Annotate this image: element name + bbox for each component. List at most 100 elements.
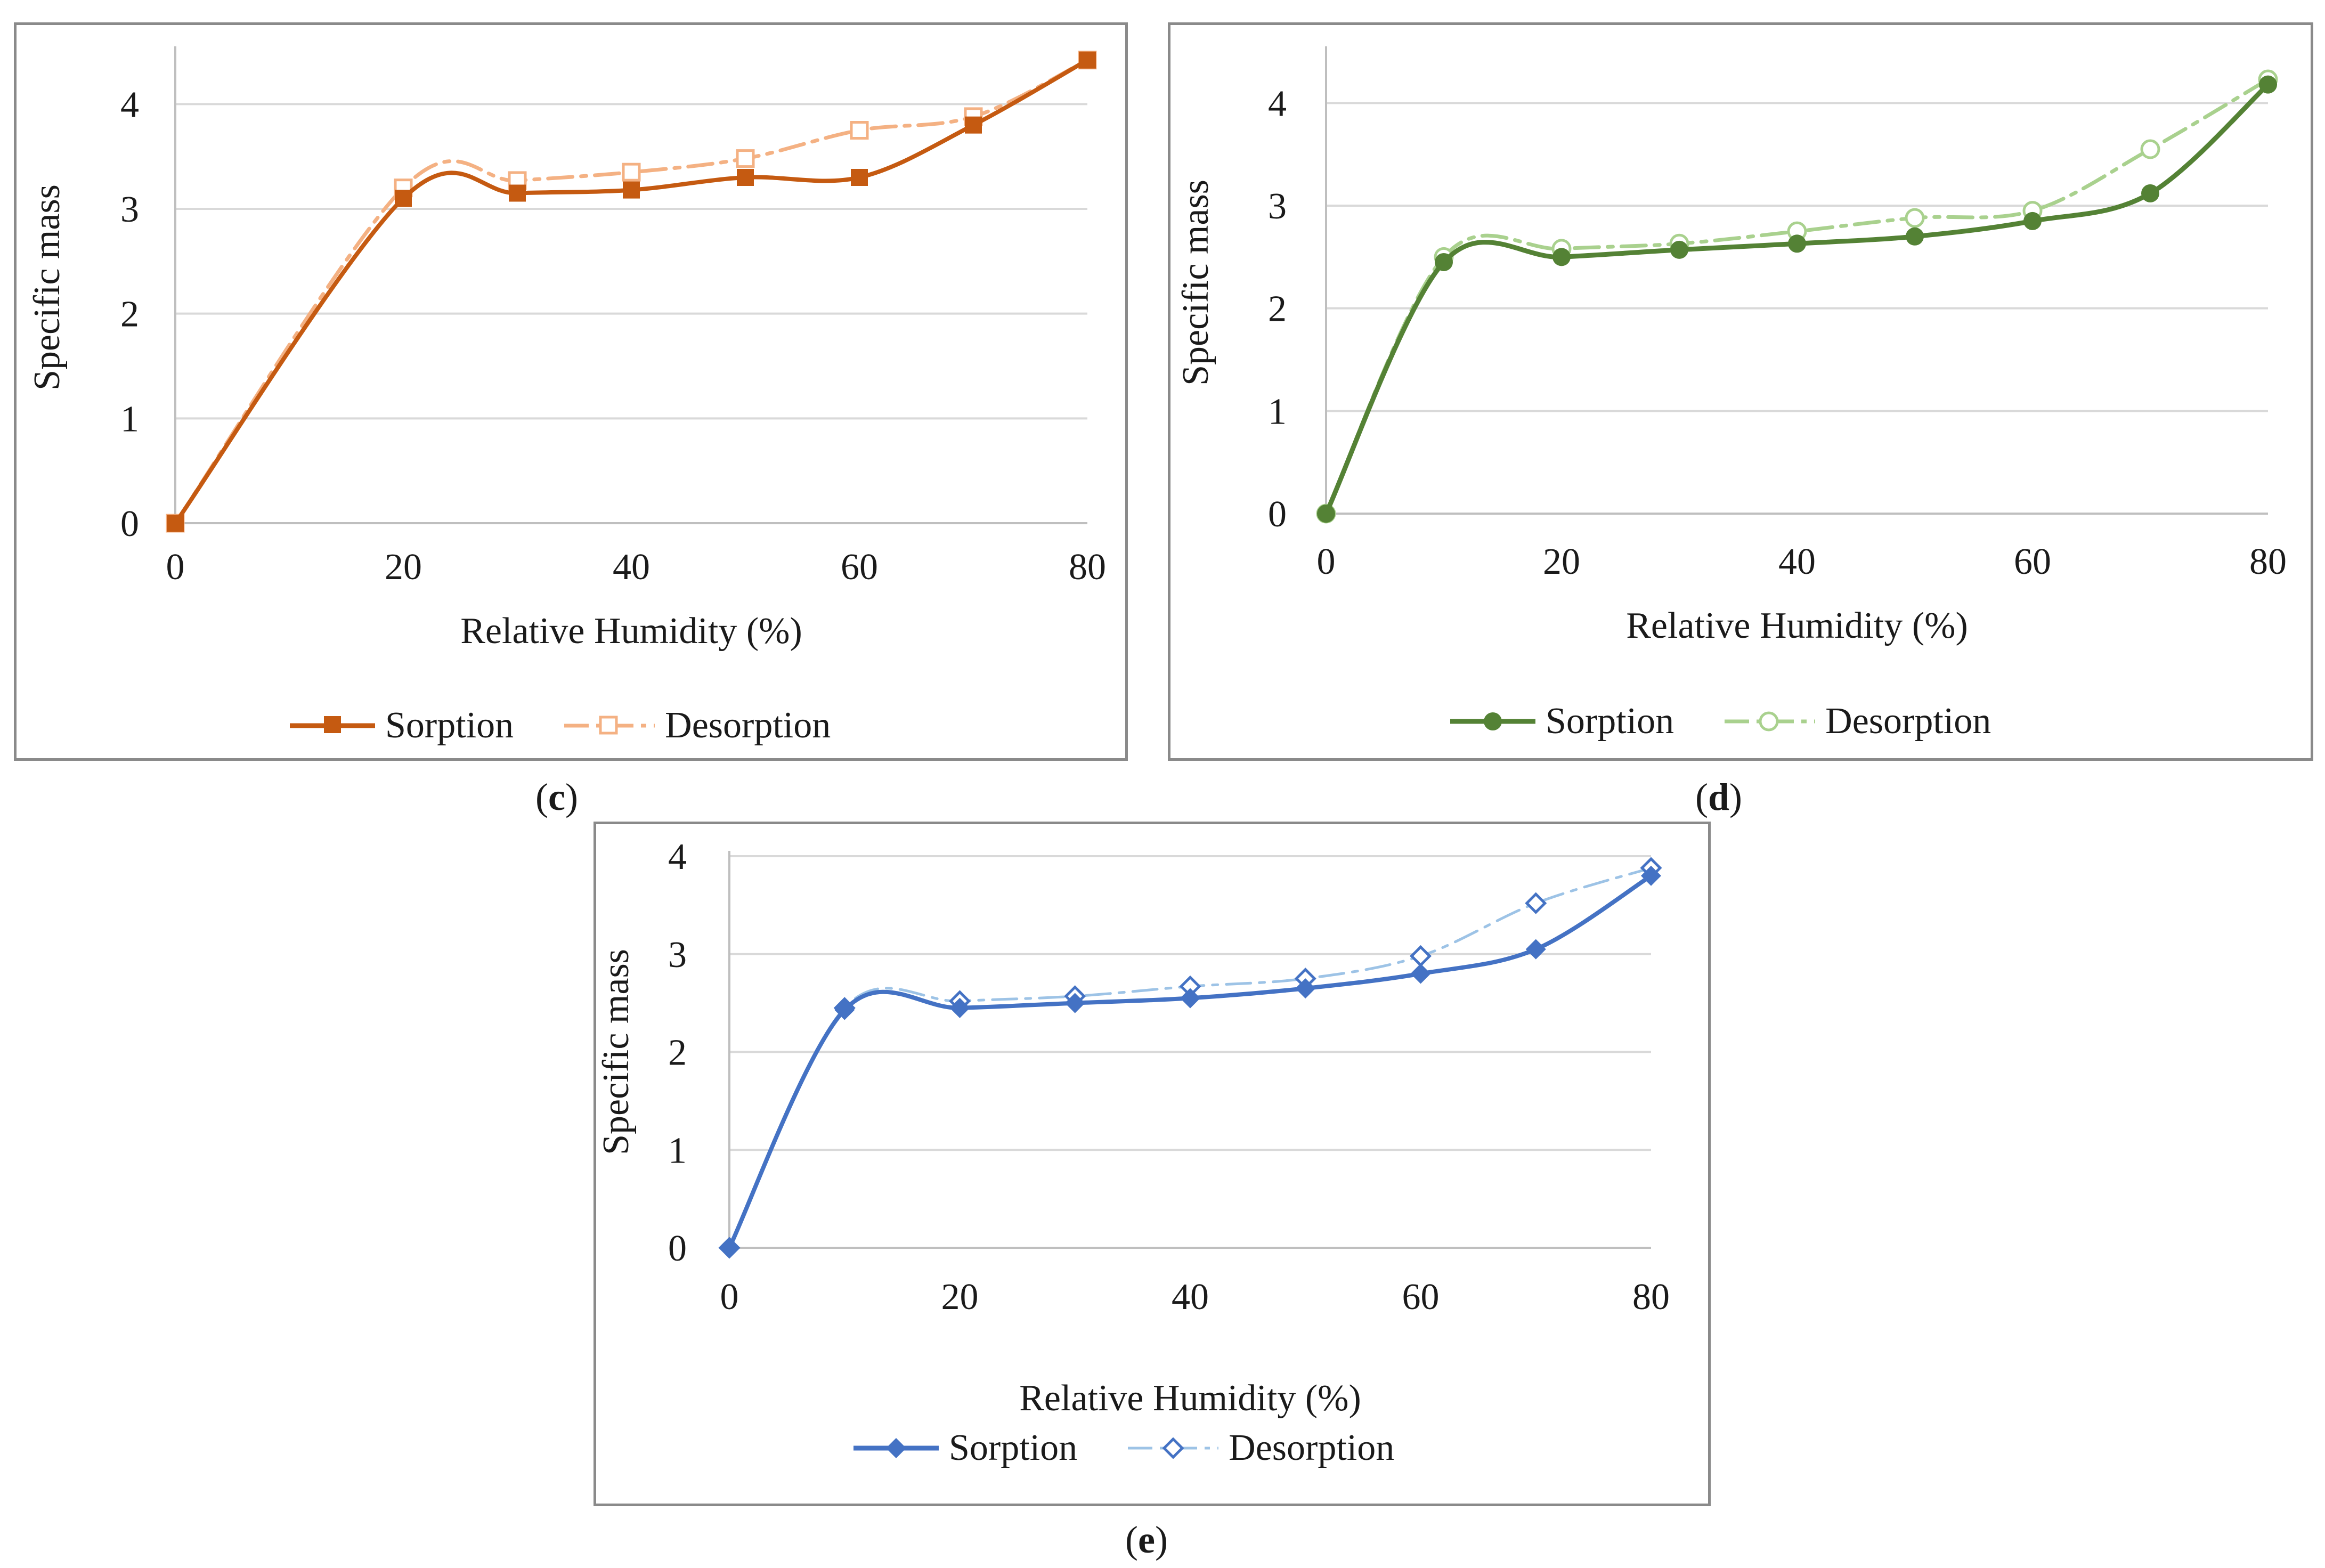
data-point-sorption xyxy=(395,190,412,207)
chart-panel-d: 0 1 2 3 4 0 20 40 60 80 Relative Humidity (%) Speci… xyxy=(1168,22,2313,761)
data-point-sorption xyxy=(851,169,868,186)
legend-swatch-sorption-e xyxy=(853,1438,939,1458)
legend-d: Sorption Desorption xyxy=(1448,703,1991,740)
chart-panel-e: 0 1 2 3 4 0 20 40 60 80 Relative Humidity (%) Speci… xyxy=(594,822,1711,1506)
data-point-sorption xyxy=(834,1000,855,1020)
x-tick-label: 80 xyxy=(1069,547,1106,588)
data-point-sorption xyxy=(2023,212,2042,230)
series-desorption xyxy=(166,51,1097,533)
series-line-desorption xyxy=(728,866,1653,1249)
legend-item-desorption-c: Desorption xyxy=(562,707,831,744)
series-desorption xyxy=(718,857,1662,1259)
legend-c: Sorption Desorption xyxy=(287,707,831,744)
data-point-sorption xyxy=(1079,51,1096,69)
data-point-sorption xyxy=(1641,865,1661,886)
y-tick-label: 3 xyxy=(120,189,139,230)
x-tick-label: 60 xyxy=(1402,1277,1440,1318)
x-tick-label: 60 xyxy=(2014,541,2051,582)
series-sorption xyxy=(167,51,1096,532)
data-point-sorption xyxy=(1064,993,1085,1013)
legend-label-sorption-c: Sorption xyxy=(385,705,514,746)
y-tick-label: 0 xyxy=(668,1228,687,1269)
series-line-desorption xyxy=(173,58,1090,525)
y-tick-label: 1 xyxy=(120,399,139,440)
data-point-sorption xyxy=(949,997,970,1018)
x-tick-label: 20 xyxy=(1543,541,1580,582)
y-tick-label: 2 xyxy=(668,1033,687,1074)
x-tick-label: 40 xyxy=(613,547,650,588)
x-axis-label: Relative Humidity (%) xyxy=(1019,1378,1361,1419)
y-tick-label: 0 xyxy=(120,503,139,545)
data-point-sorption xyxy=(1410,963,1431,984)
chart-panel-c: 0 1 2 3 4 0 20 40 60 80 Relative Humidity (%) Speci… xyxy=(14,22,1128,761)
data-point-desorption xyxy=(850,121,869,140)
data-point-sorption xyxy=(1788,234,1806,253)
y-tick-label: 4 xyxy=(1268,83,1287,124)
series-line-desorption xyxy=(1324,77,2270,516)
x-tick-label: 80 xyxy=(1632,1277,1670,1318)
legend-label-sorption-d: Sorption xyxy=(1546,701,1674,742)
data-point-sorption xyxy=(1317,505,1335,523)
series-sorption xyxy=(1317,75,2277,523)
y-tick-label: 2 xyxy=(1268,289,1287,330)
x-axis-label: Relative Humidity (%) xyxy=(1626,605,1968,646)
y-tick-label: 4 xyxy=(668,836,687,878)
data-point-desorption xyxy=(1409,945,1432,967)
x-tick-label: 40 xyxy=(1778,541,1816,582)
y-axis-label: Specific mass xyxy=(27,184,68,391)
data-point-sorption xyxy=(719,1238,739,1258)
legend-label-sorption-e: Sorption xyxy=(949,1427,1078,1468)
data-point-sorption xyxy=(2259,75,2277,94)
series-sorption xyxy=(719,865,1661,1258)
x-tick-label: 60 xyxy=(841,547,878,588)
x-tick-label: 20 xyxy=(385,547,422,588)
series-line-sorption xyxy=(173,58,1090,525)
data-point-sorption xyxy=(965,116,982,134)
data-point-desorption xyxy=(622,163,641,182)
x-tick-label: 80 xyxy=(2249,541,2287,582)
caption-e: (e) xyxy=(1125,1518,1168,1561)
data-point-desorption xyxy=(1905,208,1925,228)
legend-label-desorption-d: Desorption xyxy=(1825,701,1991,742)
data-point-desorption xyxy=(736,149,755,168)
data-point-sorption xyxy=(623,181,640,199)
legend-label-desorption-c: Desorption xyxy=(665,705,831,746)
data-point-sorption xyxy=(509,184,526,202)
series-line-sorption xyxy=(727,873,1653,1250)
x-tick-label: 20 xyxy=(941,1277,979,1318)
y-tick-label: 3 xyxy=(1268,186,1287,227)
y-tick-label: 3 xyxy=(668,935,687,976)
y-tick-label: 1 xyxy=(1268,391,1287,432)
y-tick-label: 2 xyxy=(120,294,139,335)
x-axis-label: Relative Humidity (%) xyxy=(460,611,802,652)
y-axis-label: Specific mass xyxy=(596,949,637,1155)
data-point-sorption xyxy=(1552,248,1571,266)
legend-swatch-sorption-d xyxy=(1450,712,1535,730)
x-tick-label: 0 xyxy=(720,1277,739,1318)
data-point-sorption xyxy=(2141,184,2159,202)
data-point-desorption xyxy=(1525,892,1547,914)
y-axis-label: Specific mass xyxy=(1175,180,1216,386)
caption-c: (c) xyxy=(535,776,578,818)
data-point-sorption xyxy=(737,169,754,186)
data-point-sorption xyxy=(1906,227,1924,246)
legend-item-sorption-e: Sorption xyxy=(851,1429,1077,1467)
y-tick-label: 4 xyxy=(120,84,139,125)
legend-swatch-desorption-d xyxy=(1725,711,1816,732)
data-point-desorption xyxy=(2140,139,2160,159)
data-point-sorption xyxy=(1180,988,1200,1009)
series-desorption xyxy=(1316,69,2278,524)
data-point-sorption xyxy=(1525,939,1546,960)
x-tick-label: 0 xyxy=(1317,541,1336,582)
legend-swatch-sorption-c xyxy=(290,716,375,733)
caption-d: (d) xyxy=(1695,776,1743,818)
data-point-sorption xyxy=(1670,240,1688,259)
x-tick-label: 40 xyxy=(1172,1277,1209,1318)
data-point-sorption xyxy=(167,515,184,532)
legend-e: Sorption Desorption xyxy=(851,1429,1394,1467)
x-tick-label: 0 xyxy=(166,547,185,588)
y-tick-label: 0 xyxy=(1268,494,1287,535)
